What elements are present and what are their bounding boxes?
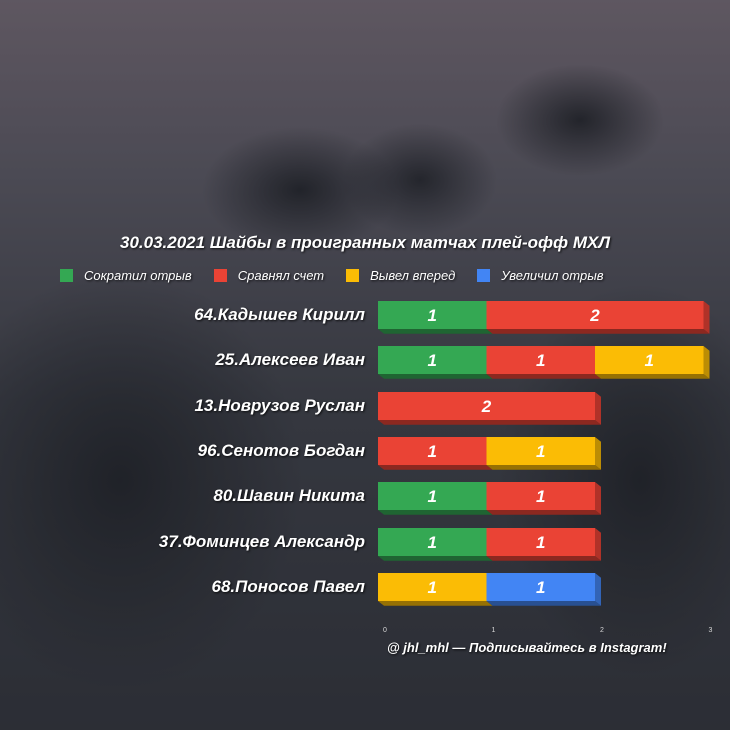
bar-segment <box>378 392 595 420</box>
bar-segment-bottom <box>378 556 493 561</box>
x-tick-label: 2 <box>600 627 604 634</box>
bar-end-face <box>703 301 710 334</box>
legend-swatch-increased <box>477 268 491 282</box>
bar-segment-bottom <box>378 420 601 425</box>
player-label: 64.Кадышев Кирилл <box>194 305 365 324</box>
bar-value-label: 1 <box>428 533 437 552</box>
bar-segment <box>486 482 595 510</box>
player-label: 25.Алексеев Иван <box>215 350 365 369</box>
legend-label-reduced: Сократил отрыв <box>84 267 192 283</box>
chart-legend: Сократил отрыв Сравнял счет Вывел вперед… <box>60 266 626 284</box>
bar-segment <box>378 437 487 465</box>
bar-segment <box>486 437 595 465</box>
legend-label-increased: Увеличил отрыв <box>501 267 604 283</box>
bar-value-label: 1 <box>536 442 545 461</box>
player-label: 13.Новрузов Руслан <box>194 396 365 415</box>
bar-value-label: 1 <box>428 487 437 506</box>
bar-segment-bottom <box>486 601 601 606</box>
bar-segment-bottom <box>378 374 493 379</box>
player-label: 80.Шавин Никита <box>213 486 365 505</box>
bar-segment-bottom <box>486 329 710 334</box>
player-label: 37.Фоминцев Александр <box>158 532 365 551</box>
bar-segment <box>378 346 487 374</box>
x-tick-label: 1 <box>492 627 496 634</box>
bar-segment-bottom <box>486 465 601 470</box>
bar-value-label: 1 <box>536 487 545 506</box>
bar-segment-bottom <box>486 510 601 515</box>
bar-segment-bottom <box>486 556 601 561</box>
x-tick-label: 3 <box>709 627 713 634</box>
bar-segment-bottom <box>378 510 493 515</box>
player-label: 96.Сенотов Богдан <box>197 441 365 460</box>
bar-end-face <box>595 392 601 425</box>
bar-value-label: 1 <box>428 442 437 461</box>
bar-value-label: 1 <box>428 306 437 325</box>
bar-segment <box>486 528 595 556</box>
legend-swatch-reduced <box>60 268 73 282</box>
bar-segment <box>486 346 595 374</box>
legend-item-reduced: Сократил отрыв <box>60 268 192 283</box>
bar-end-face <box>595 573 601 606</box>
bar-value-label: 1 <box>536 351 545 370</box>
chart-title: 30.03.2021 Шайбы в проигранных матчах пл… <box>119 233 611 252</box>
bar-value-label: 2 <box>481 397 492 416</box>
bar-segment <box>378 301 487 329</box>
x-tick-label: 0 <box>383 627 387 634</box>
legend-swatch-equalized <box>213 268 227 282</box>
bar-segment-bottom <box>486 374 601 379</box>
bar-value-label: 1 <box>536 578 545 597</box>
bar-segment-bottom <box>378 329 493 334</box>
bar-segment-bottom <box>378 465 493 470</box>
bar-segment <box>486 301 704 329</box>
bar-value-label: 1 <box>428 578 437 597</box>
bar-end-face <box>595 482 601 515</box>
bar-value-label: 1 <box>536 533 545 552</box>
legend-label-equalized: Сравнял счет <box>237 267 325 283</box>
bar-value-label: 1 <box>645 351 654 370</box>
bar-end-face <box>703 346 710 379</box>
bar-value-label: 2 <box>589 306 600 325</box>
bar-segment-bottom <box>378 601 493 606</box>
legend-label-lead: Вывел вперед <box>370 267 456 283</box>
bar-end-face <box>595 528 601 561</box>
legend-item-increased: Увеличил отрыв <box>477 267 604 283</box>
bar-segment <box>378 528 487 556</box>
bar-segment-bottom <box>595 374 710 379</box>
bar-segment <box>486 573 595 601</box>
bar-value-label: 1 <box>428 351 437 370</box>
player-label: 68.Поносов Павел <box>211 577 366 596</box>
legend-swatch-lead <box>346 268 360 282</box>
bar-end-face <box>595 437 601 470</box>
legend-item-equalized: Сравнял счет <box>213 267 325 283</box>
bar-segment <box>595 346 704 374</box>
credit-text: @ jhl_mhl — Подписывайтесь в Instagram! <box>387 640 667 655</box>
bar-segment <box>378 482 487 510</box>
bar-segment <box>378 573 487 601</box>
legend-item-lead: Вывел вперед <box>346 268 455 283</box>
